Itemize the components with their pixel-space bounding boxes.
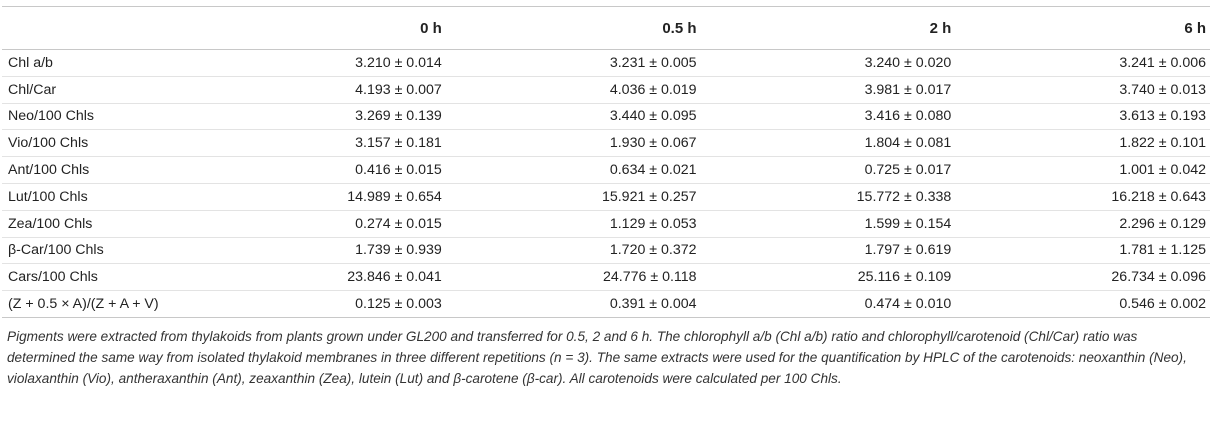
row-label: Chl/Car <box>2 76 206 103</box>
header-cell-0h: 0 h <box>206 7 446 50</box>
row-label: (Z + 0.5 × A)/(Z + A + V) <box>2 291 206 318</box>
table-cell: 23.846 ± 0.041 <box>206 264 446 291</box>
table-cell: 0.725 ± 0.017 <box>701 157 956 184</box>
header-cell-0-5h: 0.5 h <box>446 7 701 50</box>
header-row: 0 h 0.5 h 2 h 6 h <box>2 7 1210 50</box>
pigment-table: 0 h 0.5 h 2 h 6 h Chl a/b 3.210 ± 0.014 3.… <box>2 6 1210 318</box>
table-row: β-Car/100 Chls 1.739 ± 0.939 1.720 ± 0.372… <box>2 237 1210 264</box>
table-cell: 1.930 ± 0.067 <box>446 130 701 157</box>
table-cell: 4.036 ± 0.019 <box>446 76 701 103</box>
row-label: Zea/100 Chls <box>2 210 206 237</box>
table-cell: 1.797 ± 0.619 <box>701 237 956 264</box>
table-container: 0 h 0.5 h 2 h 6 h Chl a/b 3.210 ± 0.014 3.… <box>0 6 1215 389</box>
table-cell: 15.921 ± 0.257 <box>446 183 701 210</box>
table-cell: 1.720 ± 0.372 <box>446 237 701 264</box>
table-cell: 3.157 ± 0.181 <box>206 130 446 157</box>
table-row: Chl/Car 4.193 ± 0.007 4.036 ± 0.019 3.981 ±… <box>2 76 1210 103</box>
table-row: Ant/100 Chls 0.416 ± 0.015 0.634 ± 0.021 0.… <box>2 157 1210 184</box>
row-label: Neo/100 Chls <box>2 103 206 130</box>
table-cell: 1.739 ± 0.939 <box>206 237 446 264</box>
table-cell: 2.296 ± 0.129 <box>955 210 1210 237</box>
table-cell: 1.001 ± 0.042 <box>955 157 1210 184</box>
row-label: Chl a/b <box>2 50 206 77</box>
table-cell: 4.193 ± 0.007 <box>206 76 446 103</box>
header-cell-label <box>2 7 206 50</box>
table-cell: 3.416 ± 0.080 <box>701 103 956 130</box>
table-cell: 1.804 ± 0.081 <box>701 130 956 157</box>
table-row: Vio/100 Chls 3.157 ± 0.181 1.930 ± 0.067 1.… <box>2 130 1210 157</box>
table-cell: 16.218 ± 0.643 <box>955 183 1210 210</box>
table-cell: 3.740 ± 0.013 <box>955 76 1210 103</box>
table-cell: 1.781 ± 1.125 <box>955 237 1210 264</box>
table-cell: 26.734 ± 0.096 <box>955 264 1210 291</box>
table-row: Neo/100 Chls 3.269 ± 0.139 3.440 ± 0.095 3.… <box>2 103 1210 130</box>
table-cell: 0.416 ± 0.015 <box>206 157 446 184</box>
table-cell: 24.776 ± 0.118 <box>446 264 701 291</box>
table-cell: 3.231 ± 0.005 <box>446 50 701 77</box>
row-label: Lut/100 Chls <box>2 183 206 210</box>
header-cell-6h: 6 h <box>955 7 1210 50</box>
table-cell: 1.599 ± 0.154 <box>701 210 956 237</box>
table-cell: 25.116 ± 0.109 <box>701 264 956 291</box>
table-row: Cars/100 Chls 23.846 ± 0.041 24.776 ± 0.11… <box>2 264 1210 291</box>
table-cell: 3.440 ± 0.095 <box>446 103 701 130</box>
table-cell: 0.546 ± 0.002 <box>955 291 1210 318</box>
table-cell: 1.129 ± 0.053 <box>446 210 701 237</box>
table-cell: 14.989 ± 0.654 <box>206 183 446 210</box>
table-cell: 3.240 ± 0.020 <box>701 50 956 77</box>
table-row: (Z + 0.5 × A)/(Z + A + V) 0.125 ± 0.003 0.… <box>2 291 1210 318</box>
table-body: Chl a/b 3.210 ± 0.014 3.231 ± 0.005 3.240 ±… <box>2 50 1210 318</box>
table-cell: 0.391 ± 0.004 <box>446 291 701 318</box>
table-cell: 3.613 ± 0.193 <box>955 103 1210 130</box>
row-label: Ant/100 Chls <box>2 157 206 184</box>
table-cell: 3.241 ± 0.006 <box>955 50 1210 77</box>
row-label: Vio/100 Chls <box>2 130 206 157</box>
table-cell: 1.822 ± 0.101 <box>955 130 1210 157</box>
table-cell: 15.772 ± 0.338 <box>701 183 956 210</box>
table-cell: 0.274 ± 0.015 <box>206 210 446 237</box>
table-cell: 0.474 ± 0.010 <box>701 291 956 318</box>
table-cell: 3.269 ± 0.139 <box>206 103 446 130</box>
table-row: Zea/100 Chls 0.274 ± 0.015 1.129 ± 0.053 1.… <box>2 210 1210 237</box>
row-label: β-Car/100 Chls <box>2 237 206 264</box>
header-cell-2h: 2 h <box>701 7 956 50</box>
table-row: Lut/100 Chls 14.989 ± 0.654 15.921 ± 0.257… <box>2 183 1210 210</box>
table-cell: 0.125 ± 0.003 <box>206 291 446 318</box>
table-cell: 3.981 ± 0.017 <box>701 76 956 103</box>
table-cell: 0.634 ± 0.021 <box>446 157 701 184</box>
table-caption: Pigments were extracted from thylakoids … <box>7 326 1205 389</box>
row-label: Cars/100 Chls <box>2 264 206 291</box>
table-cell: 3.210 ± 0.014 <box>206 50 446 77</box>
table-row: Chl a/b 3.210 ± 0.014 3.231 ± 0.005 3.240 ±… <box>2 50 1210 77</box>
